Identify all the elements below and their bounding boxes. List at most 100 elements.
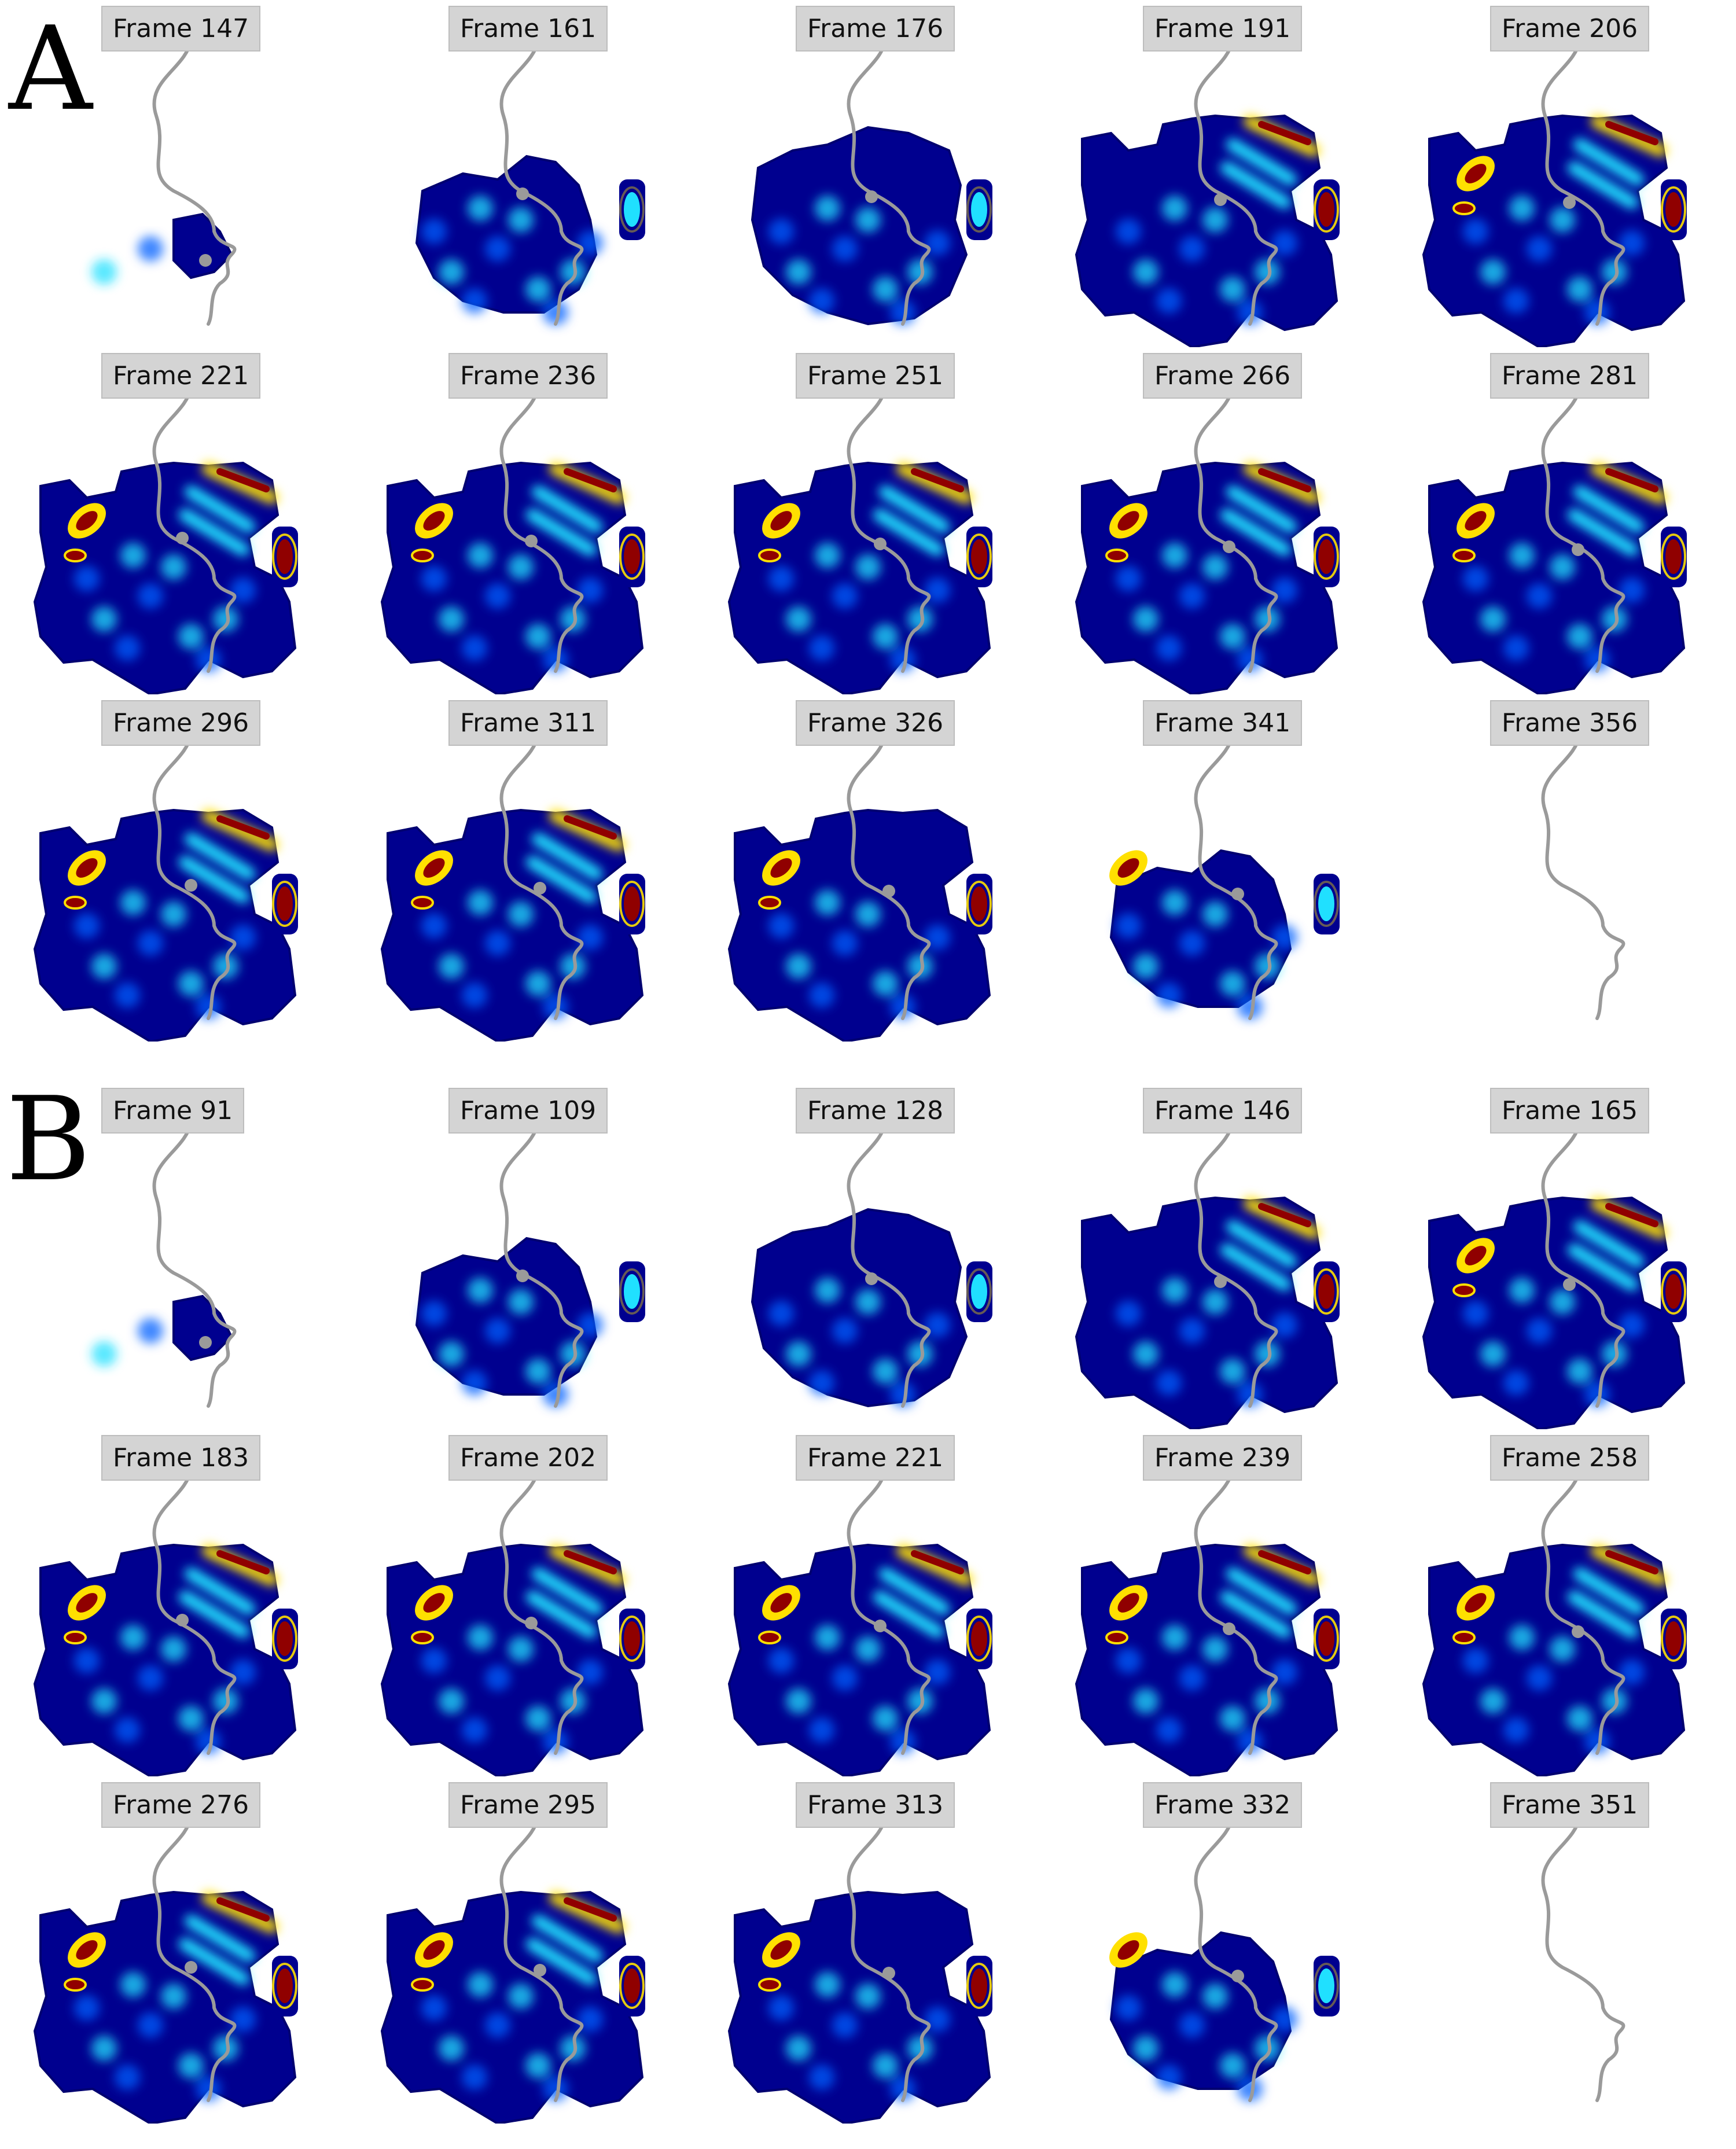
panel-a-cell: Frame 311: [347, 694, 694, 1042]
hotspot: [971, 886, 987, 921]
hotspot: [971, 1274, 987, 1309]
trajectory-path: [1194, 386, 1278, 673]
frame-label: Frame 332: [1143, 1782, 1303, 1828]
frame-label: Frame 356: [1490, 700, 1650, 746]
frame-label: Frame 251: [796, 353, 955, 399]
explored-area: [33, 1543, 297, 1776]
heatmap-image: [33, 386, 298, 694]
panel-b-cell: Frame 202: [347, 1429, 694, 1776]
panel-b-cell: Frame 221: [694, 1429, 1042, 1776]
frame-label: Frame 351: [1490, 1782, 1650, 1828]
heatmap-image: [1422, 1468, 1687, 1776]
frame-label: Frame 236: [448, 353, 608, 399]
panel-b-cell: Frame 351: [1389, 1776, 1736, 2124]
trajectory-path: [1194, 39, 1278, 326]
panel-b-cell: Frame 332: [1042, 1776, 1389, 2124]
heat-texture: [768, 1972, 950, 2102]
hotspot: [624, 539, 640, 574]
heat-texture: [1463, 1544, 1667, 1754]
hotspot: [624, 1621, 640, 1656]
heatmap-image: [1541, 733, 1625, 1020]
heat-texture: [91, 1318, 163, 1367]
hotspot: [1318, 886, 1334, 921]
explored-area: [1075, 1543, 1338, 1776]
frame-label: Frame 91: [101, 1088, 245, 1134]
panel-a-cell: Frame 176: [694, 0, 1042, 347]
position-marker: [1223, 1622, 1235, 1635]
heat-texture: [421, 196, 603, 325]
explored-area: [33, 1890, 297, 2124]
trajectory-path: [847, 1815, 931, 2102]
heatmap-image: [1075, 39, 1340, 347]
hotspot: [1665, 1274, 1682, 1309]
position-marker: [525, 1617, 538, 1629]
heat-texture: [768, 890, 950, 1020]
explored-area: [727, 808, 991, 1042]
trajectory-path: [1541, 1468, 1625, 1755]
frame-label: Frame 221: [101, 353, 261, 399]
heat-texture: [1463, 115, 1667, 325]
heatmap-image: [415, 39, 645, 326]
frame-label: Frame 296: [101, 700, 261, 746]
frame-label: Frame 165: [1490, 1088, 1650, 1134]
heat-texture: [74, 809, 278, 1020]
position-marker: [176, 1614, 189, 1627]
position-marker: [1231, 1970, 1244, 1982]
hotspot: [277, 886, 293, 921]
position-marker: [1214, 1275, 1227, 1288]
heatmap-image: [380, 733, 645, 1042]
trajectory-path: [152, 733, 237, 1020]
heatmap-image: [1422, 1121, 1687, 1429]
panel-a-cell: Frame 161: [347, 0, 694, 347]
trajectory-path: [152, 386, 237, 673]
explored-area: [33, 461, 297, 694]
position-marker: [882, 1967, 895, 1979]
position-marker: [1231, 888, 1244, 900]
panel-a-cell: Frame 236: [347, 347, 694, 694]
heatmap-image: [33, 1815, 298, 2124]
explored-area: [1075, 114, 1338, 347]
heatmap-image: [1422, 39, 1687, 347]
panel-a-cell: Frame 281: [1389, 347, 1736, 694]
trajectory-path: [847, 1468, 931, 1755]
hotspot: [971, 1621, 987, 1656]
panel-b-cell: Frame 183: [0, 1429, 347, 1776]
heat-texture: [768, 196, 950, 325]
panel-a-cell: Frame 221: [0, 347, 347, 694]
heatmap-image: [1109, 733, 1340, 1020]
frame-label: Frame 313: [796, 1782, 955, 1828]
heatmap-image: [91, 1121, 237, 1408]
trajectory-path: [847, 386, 931, 673]
explored-area: [380, 808, 644, 1042]
position-marker: [199, 1336, 212, 1349]
frame-label: Frame 128: [796, 1088, 955, 1134]
panel-b-cell: Frame 276: [0, 1776, 347, 2124]
heat-texture: [1116, 1197, 1320, 1407]
trajectory-path: [152, 1815, 237, 2102]
trajectory-path: [152, 1121, 237, 1408]
heatmap-image: [1422, 386, 1687, 694]
trajectory-path: [499, 386, 584, 673]
heatmap-image: [727, 1468, 992, 1776]
position-marker: [1572, 1625, 1584, 1638]
position-marker: [525, 535, 538, 547]
heatmap-image: [1109, 1815, 1340, 2102]
position-marker: [1563, 196, 1576, 209]
frame-label: Frame 146: [1143, 1088, 1303, 1134]
heatmap-image: [727, 386, 992, 694]
panel-a-cell: Frame 147: [0, 0, 347, 347]
hotspot: [1665, 1621, 1682, 1656]
heat-texture: [421, 1544, 626, 1754]
trajectory-path: [1194, 1121, 1278, 1408]
panel-a-cell: Frame 296: [0, 694, 347, 1042]
frame-label: Frame 281: [1490, 353, 1650, 399]
position-marker: [185, 879, 197, 892]
trajectory-path: [1541, 1815, 1625, 2102]
heat-texture: [768, 1278, 950, 1407]
panel-b-cell: Frame 109: [347, 1082, 694, 1429]
panel-a-cell: Frame 191: [1042, 0, 1389, 347]
hotspot: [624, 1968, 640, 2003]
frame-label: Frame 183: [101, 1435, 261, 1481]
explored-area: [380, 1543, 644, 1776]
frame-label: Frame 295: [448, 1782, 608, 1828]
